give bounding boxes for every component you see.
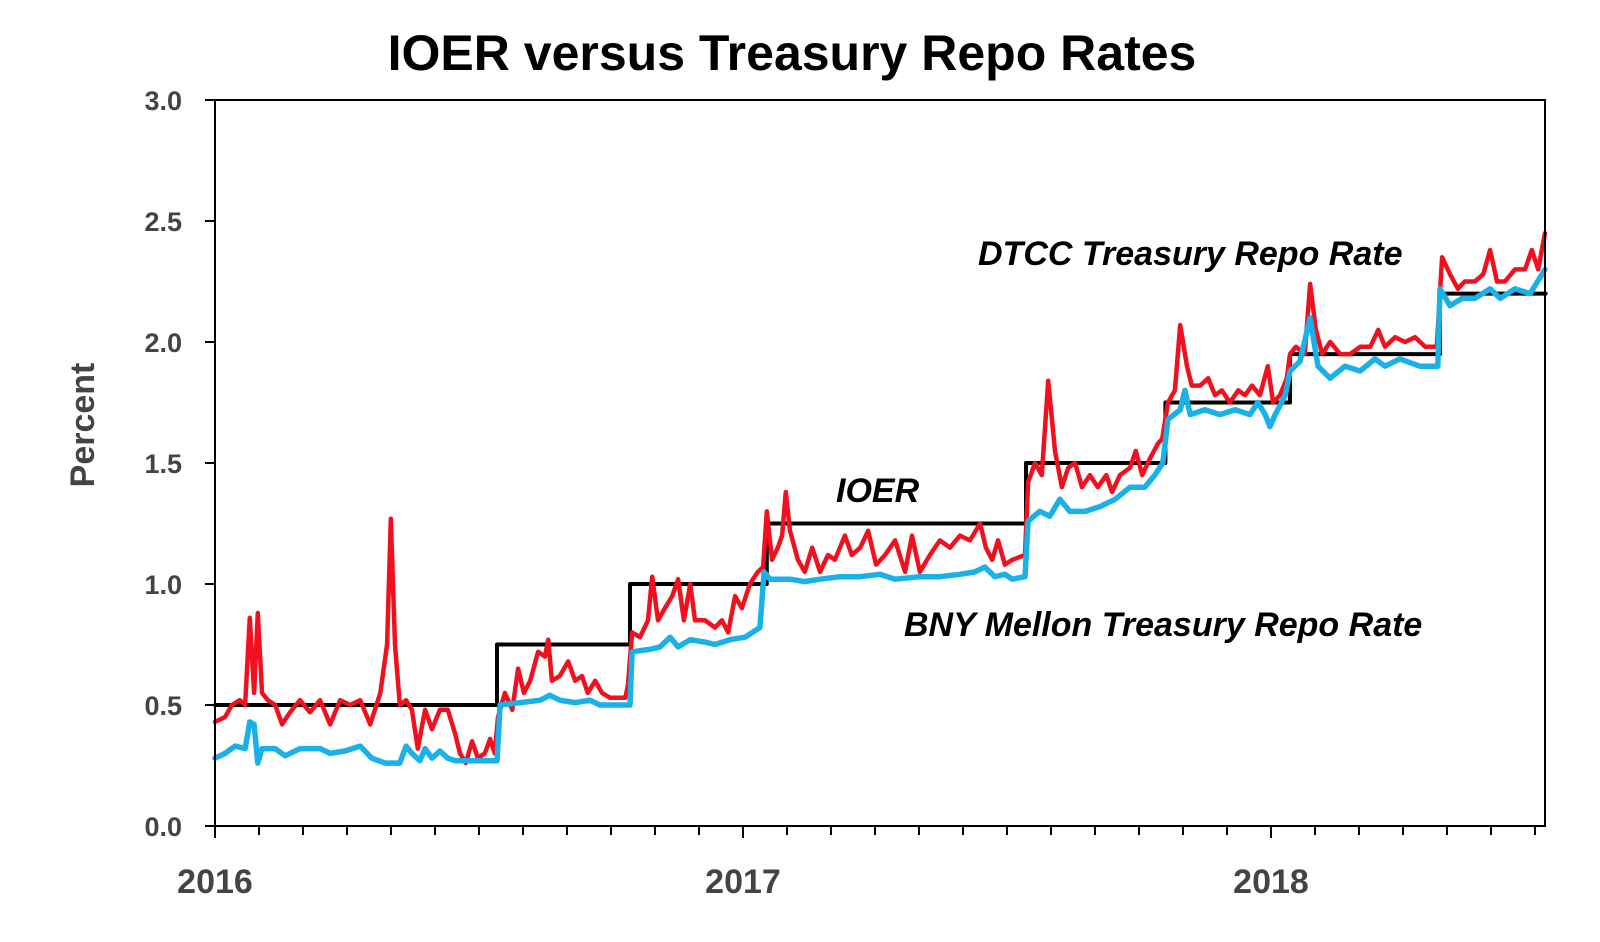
y-tick-label: 1.5 (144, 449, 182, 479)
series-group (212, 230, 1548, 766)
annotation-bny: BNY Mellon Treasury Repo Rate (904, 606, 1422, 644)
annotation-ioer: IOER (836, 472, 920, 510)
axes: 0.0 0.5 1.0 1.5 2.0 2.5 3.0 2016 2017 2018 (144, 86, 1536, 901)
chart-title: IOER versus Treasury Repo Rates (388, 25, 1197, 81)
x-tick-label: 2018 (1233, 863, 1309, 901)
series-bny-line (212, 266, 1548, 766)
y-tick-label: 2.5 (144, 207, 182, 237)
y-tick-label: 0.5 (144, 691, 182, 721)
y-axis-label: Percent (64, 363, 102, 488)
series-dtcc-line (212, 230, 1548, 766)
x-tick-label: 2017 (705, 863, 781, 901)
plot-frame (214, 99, 1546, 827)
y-tick-label: 1.0 (144, 570, 182, 600)
y-tick-label: 2.0 (144, 328, 182, 358)
x-tick-label: 2016 (177, 863, 253, 901)
annotation-dtcc: DTCC Treasury Repo Rate (978, 235, 1403, 273)
y-tick-label: 3.0 (144, 86, 182, 116)
y-tick-label: 0.0 (144, 812, 182, 842)
